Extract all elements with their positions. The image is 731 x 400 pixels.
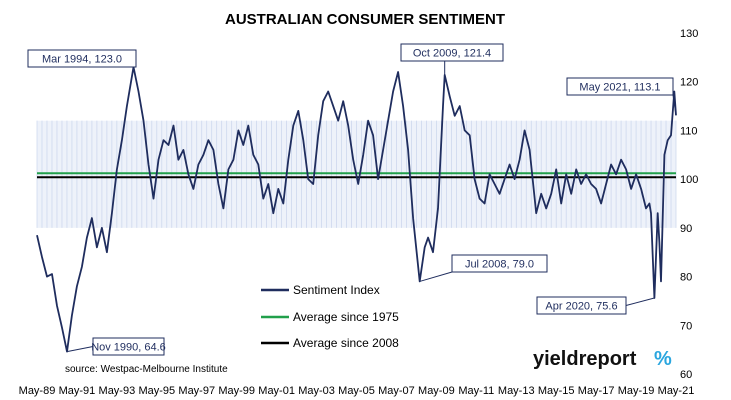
y-tick-label: 90 bbox=[680, 223, 692, 235]
annotation-callout: Mar 1994, 123.0 bbox=[27, 49, 137, 68]
callout-label: May 2021, 113.1 bbox=[579, 82, 660, 94]
x-tick-label: May-01 bbox=[258, 385, 295, 397]
y-tick-label: 70 bbox=[680, 320, 692, 332]
x-tick-label: May-05 bbox=[338, 385, 375, 397]
callout-box bbox=[536, 296, 627, 315]
callout-label: Mar 1994, 123.0 bbox=[42, 54, 122, 66]
x-tick-label: May-07 bbox=[378, 385, 415, 397]
x-axis: May-89 May-91 May-93 May-95 May-97 May-99 May-… bbox=[19, 385, 695, 397]
annotation-callout: Apr 2020, 75.6 bbox=[536, 296, 655, 315]
callout-box bbox=[27, 49, 137, 68]
y-tick-label: 100 bbox=[680, 174, 698, 186]
annotation-callout: Jul 2008, 79.0 bbox=[419, 254, 548, 282]
y-axis: 60 70 80 90 100 110 120 130 bbox=[680, 28, 698, 381]
y-tick-label: 60 bbox=[680, 369, 692, 381]
legend-label: Sentiment Index bbox=[293, 283, 380, 297]
x-tick-label: May-95 bbox=[138, 385, 175, 397]
y-tick-label: 130 bbox=[680, 28, 698, 40]
callout-box bbox=[566, 77, 674, 96]
source-note: source: Westpac-Melbourne Institute bbox=[65, 364, 228, 375]
legend-label: Average since 1975 bbox=[293, 310, 399, 324]
logo-wordmark: yieldreport bbox=[533, 348, 637, 370]
x-tick-label: May-91 bbox=[59, 385, 96, 397]
x-tick-label: May-93 bbox=[99, 385, 136, 397]
legend-label: Average since 2008 bbox=[293, 336, 399, 350]
callout-box bbox=[451, 254, 548, 273]
callout-label: Nov 1990, 64.6 bbox=[91, 342, 166, 354]
callout-label: Apr 2020, 75.6 bbox=[545, 301, 617, 313]
x-tick-label: May-19 bbox=[618, 385, 655, 397]
x-tick-label: May-13 bbox=[498, 385, 535, 397]
callout-leader bbox=[625, 297, 655, 306]
y-tick-label: 80 bbox=[680, 272, 692, 284]
y-tick-label: 120 bbox=[680, 77, 698, 89]
y-tick-label: 110 bbox=[680, 125, 698, 137]
x-tick-label: May-97 bbox=[178, 385, 215, 397]
callout-leader bbox=[419, 271, 453, 282]
x-tick-label: May-89 bbox=[19, 385, 56, 397]
annotation-callout: Nov 1990, 64.6 bbox=[66, 337, 166, 356]
x-tick-label: May-17 bbox=[578, 385, 615, 397]
annotation-callout: May 2021, 113.1 bbox=[566, 77, 677, 116]
chart-title: AUSTRALIAN CONSUMER SENTIMENT bbox=[225, 11, 505, 28]
sentiment-line bbox=[36, 66, 677, 353]
callout-box bbox=[92, 337, 165, 356]
x-tick-label: May-03 bbox=[298, 385, 335, 397]
x-tick-label: May-15 bbox=[538, 385, 575, 397]
sentiment-series bbox=[36, 66, 677, 353]
callout-leader bbox=[66, 346, 94, 353]
logo-percent-symbol: % bbox=[654, 348, 672, 370]
yieldreport-logo: yieldreport % bbox=[533, 348, 672, 370]
x-tick-label: May-09 bbox=[418, 385, 455, 397]
callout-label: Jul 2008, 79.0 bbox=[465, 259, 534, 271]
annotations: Mar 1994, 123.0 Oct 2009, 121.4 May 2021, … bbox=[27, 43, 677, 356]
callout-label: Oct 2009, 121.4 bbox=[413, 48, 491, 60]
legend: Sentiment Index Average since 1975 Average… bbox=[261, 283, 399, 350]
x-tick-label: May-99 bbox=[218, 385, 255, 397]
annotation-callout: Oct 2009, 121.4 bbox=[400, 43, 504, 75]
x-tick-label: May-21 bbox=[658, 385, 695, 397]
callout-leader bbox=[672, 94, 677, 116]
callout-box bbox=[400, 43, 504, 62]
x-tick-label: May-11 bbox=[458, 385, 494, 397]
